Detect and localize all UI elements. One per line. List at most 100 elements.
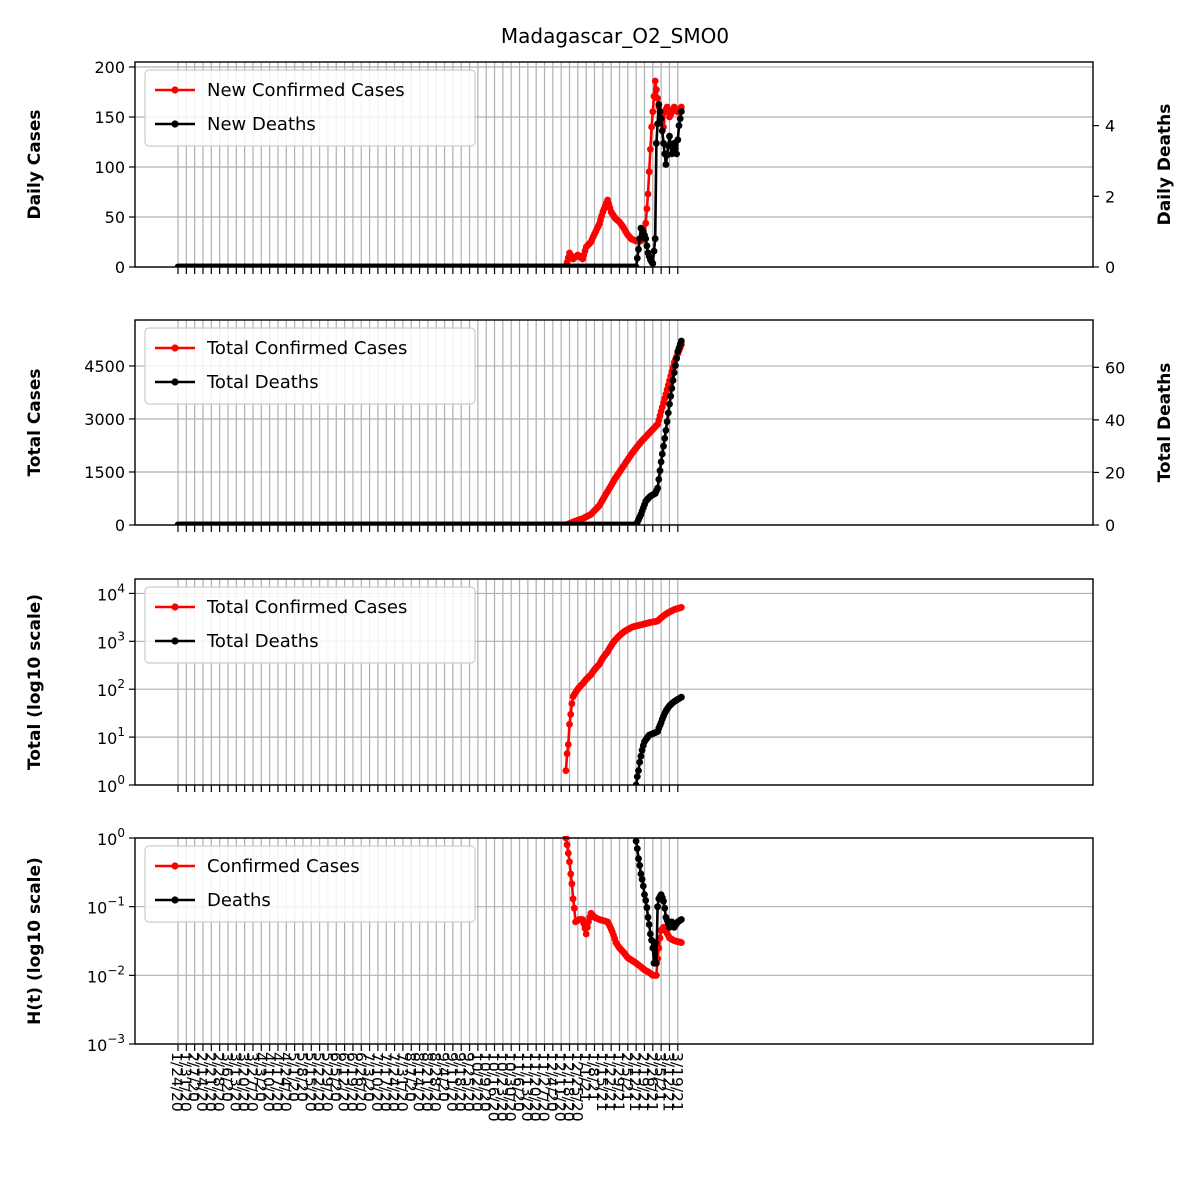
data-point	[563, 750, 571, 758]
x-tick-label: 10/2/20	[468, 1052, 486, 1112]
x-tick-label: 1/22/21	[601, 1052, 619, 1112]
y-tick-label: 100	[97, 773, 125, 796]
data-point	[642, 235, 650, 243]
x-tick-label: 9/11/20	[443, 1052, 461, 1112]
plot-frame	[134, 61, 1094, 268]
data-point	[638, 875, 646, 883]
data-point	[674, 136, 682, 144]
plot-frame	[134, 837, 1094, 1045]
data-point	[636, 235, 644, 243]
y-tick-label: 150	[94, 108, 125, 127]
data-point	[637, 752, 645, 760]
data-point	[673, 355, 680, 362]
data-point	[642, 219, 650, 227]
data-point	[673, 150, 680, 158]
data-point	[649, 260, 657, 267]
legend-swatch-marker	[171, 120, 179, 128]
x-tick-label: 4/24/20	[276, 1052, 294, 1112]
data-point	[635, 245, 642, 253]
data-point	[641, 891, 648, 898]
panel-1: 0 50 100 150 200 0 2 4 Daily Deaths Daily Cases Ne…	[25, 58, 1175, 277]
data-point	[658, 450, 666, 458]
data-point	[633, 845, 641, 852]
data-point	[661, 904, 669, 912]
data-point	[643, 205, 651, 213]
series-confirmed	[562, 836, 685, 979]
data-point	[648, 123, 655, 131]
data-point	[570, 904, 578, 912]
data-point	[651, 77, 659, 85]
x-tick-label: 12/4/20	[543, 1052, 561, 1112]
panel-2: 0 1500 3000 4500 0 20 40 60 Total Deaths Total Ca…	[25, 319, 1175, 535]
x-tick-label: 3/12/21	[660, 1052, 678, 1112]
legend: Confirmed Cases Deaths	[144, 845, 476, 923]
data-point	[651, 939, 659, 946]
legend-box	[144, 845, 476, 923]
data-point	[563, 841, 571, 849]
y-axis-title: Total (log10 scale)	[25, 594, 45, 770]
x-tick-label: 3/27/20	[243, 1052, 261, 1112]
x-tick-label: 6/5/20	[326, 1052, 344, 1102]
x-tick-label: 11/20/20	[526, 1052, 544, 1122]
y-tick-label: 200	[94, 58, 125, 77]
y-right-axis-title: Total Deaths	[1155, 363, 1175, 483]
x-tick-label: 1/15/21	[593, 1052, 611, 1112]
legend-label: New Confirmed Cases	[207, 80, 405, 101]
data-point	[655, 101, 663, 108]
series-deaths	[632, 693, 685, 785]
series-deaths	[632, 837, 685, 967]
data-point	[562, 767, 570, 774]
legend: Total Confirmed Cases Total Deaths	[144, 586, 476, 664]
x-tick-label: 10/30/20	[501, 1052, 519, 1122]
data-point	[649, 108, 657, 116]
data-point	[653, 971, 660, 979]
legend-swatch-marker	[171, 896, 179, 904]
x-tick-label: 11/13/20	[518, 1052, 536, 1122]
y-axis-title: Total Cases	[25, 368, 45, 476]
data-point	[632, 263, 640, 267]
x-tick-label: 7/10/20	[368, 1052, 386, 1112]
panel-4: 10−3 10−2 10−1 100 H(t) (log10 scale) Confirm…	[25, 826, 1094, 1055]
x-tick-label: 9/4/20	[435, 1052, 453, 1102]
x-tick-label: 1/31/20	[176, 1052, 194, 1112]
data-point	[667, 392, 675, 400]
x-tick-label: 2/12/21	[626, 1052, 644, 1112]
x-tick-label: 8/14/20	[410, 1052, 428, 1112]
plot-frame	[134, 578, 1094, 786]
y-tick-label: 3000	[84, 410, 125, 429]
legend-box	[144, 69, 476, 147]
data-point	[645, 168, 653, 176]
data-point	[669, 377, 677, 384]
y-tick-label: 10−2	[87, 963, 125, 986]
series-deaths	[174, 337, 685, 525]
y-right-tick-label: 0	[1105, 516, 1115, 535]
x-tick-label: 8/7/20	[401, 1052, 419, 1102]
y-right-tick-label: 2	[1105, 187, 1115, 206]
data-point	[644, 913, 652, 921]
y-right-axis-title: Daily Deaths	[1155, 104, 1175, 226]
data-point	[668, 150, 676, 158]
data-point	[632, 837, 640, 845]
data-point	[569, 895, 577, 903]
x-tick-label: 5/15/20	[301, 1052, 319, 1112]
data-point	[653, 959, 660, 967]
x-tick-label: 12/11/20	[551, 1052, 569, 1122]
x-tick-label: 2/5/21	[618, 1052, 636, 1102]
x-tick-label: 3/5/21	[651, 1052, 669, 1102]
data-point	[678, 939, 685, 946]
y-tick-label: 4500	[84, 357, 125, 376]
y-tick-label: 50	[105, 208, 125, 227]
y-tick-label: 100	[94, 158, 125, 177]
x-tick-label: 2/21/20	[201, 1052, 219, 1112]
x-tick-label: 2/28/20	[210, 1052, 228, 1112]
data-point	[639, 882, 647, 890]
x-tick-label: 4/17/20	[268, 1052, 286, 1112]
data-point	[644, 190, 652, 198]
data-point	[661, 434, 669, 442]
legend: New Confirmed Cases New Deaths	[144, 69, 476, 147]
x-tick-label: 5/29/20	[318, 1052, 336, 1112]
data-point	[645, 921, 653, 928]
legend-label: Total Confirmed Cases	[206, 338, 407, 359]
x-tick-label: 5/8/20	[293, 1052, 311, 1102]
